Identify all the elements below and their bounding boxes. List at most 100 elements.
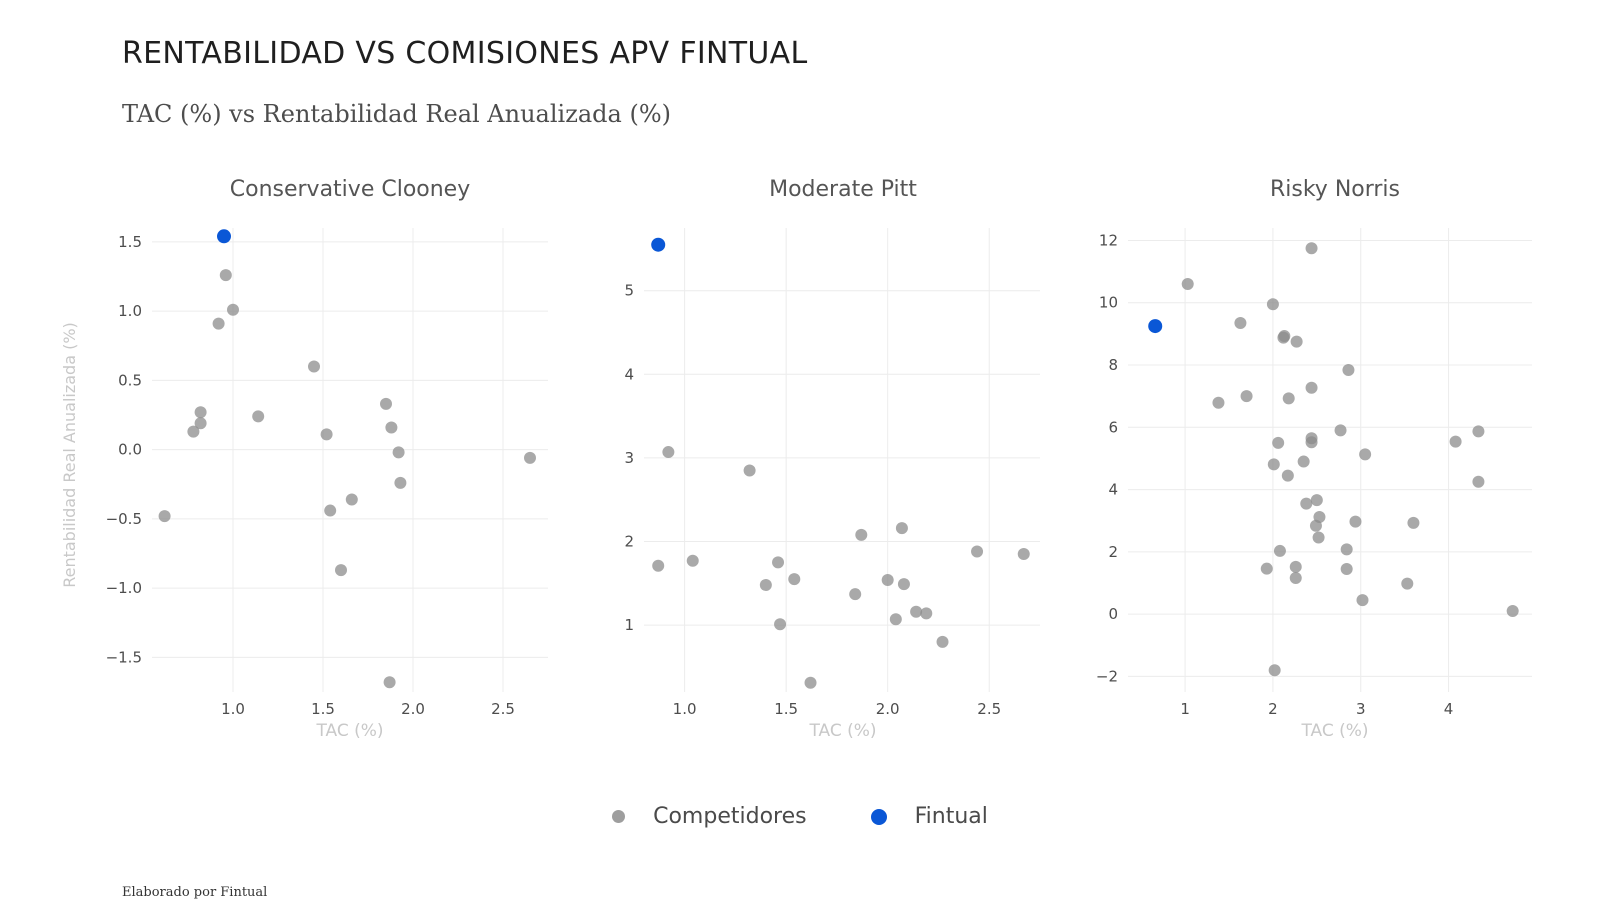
- legend-item-fintual[interactable]: Fintual: [870, 804, 988, 829]
- risky-norris-point-competidor: [1472, 475, 1485, 488]
- risky-norris-point-competidor: [1312, 531, 1325, 544]
- conservative-clooney-y-tick-label: −0.5: [106, 510, 142, 528]
- legend-marker-fintual: [870, 808, 887, 825]
- moderate-pitt-point-competidor: [920, 607, 933, 620]
- risky-norris-y-tick-label: 0: [1108, 605, 1118, 623]
- risky-norris-point-competidor: [1268, 664, 1281, 677]
- risky-norris-point-competidor: [1305, 381, 1318, 394]
- risky-norris-point-competidor: [1290, 335, 1303, 348]
- moderate-pitt-x-tick-label: 2.5: [977, 700, 1001, 718]
- conservative-clooney-point-competidor: [308, 360, 320, 373]
- moderate-pitt-point-competidor: [897, 578, 910, 591]
- risky-norris-y-tick-label: −2: [1096, 667, 1118, 685]
- moderate-pitt-panel-title: Moderate Pitt: [769, 177, 917, 202]
- conservative-clooney-point-competidor: [320, 428, 333, 441]
- moderate-pitt-x-tick-label: 1.0: [673, 700, 697, 718]
- moderate-pitt-point-competidor: [743, 464, 756, 477]
- conservative-clooney-point-competidor: [524, 451, 536, 464]
- moderate-pitt-point-competidor: [881, 573, 894, 586]
- conservative-clooney-x-tick-label: 1.5: [311, 700, 335, 718]
- risky-norris-y-tick-label: 10: [1099, 294, 1118, 312]
- moderate-pitt-point-competidor: [889, 613, 902, 626]
- risky-norris-point-competidor: [1289, 572, 1302, 585]
- legend-label-competidores: Competidores: [653, 804, 807, 829]
- risky-norris-point-competidor: [1310, 494, 1323, 507]
- moderate-pitt-point-competidor: [788, 573, 801, 586]
- legend-marker-competidores: [612, 810, 626, 823]
- risky-norris-point-competidor: [1359, 448, 1372, 461]
- risky-norris-y-tick-label: 4: [1108, 481, 1118, 499]
- conservative-clooney-point-competidor: [158, 510, 171, 523]
- risky-norris-point-competidor: [1334, 424, 1347, 437]
- risky-norris-point-competidor: [1234, 316, 1247, 329]
- moderate-pitt-x-axis-title: TAC (%): [808, 721, 876, 741]
- moderate-pitt-point-competidor: [652, 559, 665, 572]
- risky-norris-point-competidor: [1356, 594, 1369, 607]
- conservative-clooney-point-competidor: [212, 317, 225, 330]
- conservative-clooney-y-tick-label: −1.0: [106, 579, 142, 597]
- risky-norris-point-competidor: [1260, 562, 1273, 575]
- conservative-clooney-x-tick-label: 2.5: [491, 700, 515, 718]
- risky-norris-y-tick-label: 6: [1108, 418, 1118, 436]
- source-caption: Elaborado por Fintual: [122, 885, 268, 900]
- page-subtitle: TAC (%) vs Rentabilidad Real Anualizada …: [122, 100, 671, 128]
- risky-norris-point-competidor: [1349, 515, 1362, 528]
- risky-norris-x-tick-label: 4: [1444, 700, 1454, 718]
- risky-norris-panel-title: Risky Norris: [1270, 177, 1400, 202]
- risky-norris-point-competidor: [1267, 458, 1280, 471]
- risky-norris-point-competidor: [1340, 562, 1353, 575]
- risky-norris-x-tick-label: 3: [1356, 700, 1366, 718]
- moderate-pitt-point-competidor: [971, 545, 984, 558]
- risky-norris-x-tick-label: 1: [1180, 700, 1190, 718]
- conservative-clooney-point-competidor: [345, 493, 358, 506]
- legend-label-fintual: Fintual: [914, 804, 988, 829]
- conservative-clooney-x-tick-label: 2.0: [401, 700, 425, 718]
- moderate-pitt-point-fintual: [651, 237, 666, 252]
- conservative-clooney-point-competidor: [394, 476, 407, 489]
- conservative-clooney-point-competidor: [324, 504, 337, 517]
- risky-norris-point-competidor: [1289, 560, 1302, 573]
- moderate-pitt-point-competidor: [772, 556, 785, 569]
- risky-norris-point-competidor: [1181, 278, 1194, 291]
- risky-norris-point-competidor: [1472, 425, 1485, 438]
- risky-norris-point-competidor: [1297, 455, 1310, 468]
- conservative-clooney-point-competidor: [194, 406, 207, 419]
- moderate-pitt-point-competidor: [895, 522, 908, 535]
- conservative-clooney-point-competidor: [187, 425, 200, 438]
- risky-norris-point-competidor: [1281, 469, 1294, 482]
- conservative-clooney-y-axis-title: Rentabilidad Real Anualizada (%): [60, 322, 79, 588]
- risky-norris-point-competidor: [1240, 390, 1253, 403]
- conservative-clooney-panel-title: Conservative Clooney: [230, 177, 471, 202]
- risky-norris-point-competidor: [1305, 436, 1318, 449]
- risky-norris-point-competidor: [1401, 577, 1414, 590]
- moderate-pitt-point-competidor: [849, 588, 862, 601]
- moderate-pitt-point-competidor: [936, 635, 949, 648]
- moderate-pitt-point-competidor: [1017, 548, 1030, 561]
- moderate-pitt-point-competidor: [804, 676, 817, 689]
- risky-norris-point-competidor: [1266, 298, 1279, 311]
- legend: Competidores Fintual: [0, 804, 1600, 829]
- risky-norris-point-competidor: [1449, 435, 1462, 448]
- conservative-clooney-x-axis-title: TAC (%): [315, 721, 383, 741]
- conservative-clooney-point-competidor: [227, 303, 239, 316]
- conservative-clooney-point-competidor: [335, 564, 347, 577]
- risky-norris-point-fintual: [1148, 319, 1163, 334]
- risky-norris-point-competidor: [1272, 436, 1285, 449]
- conservative-clooney-point-fintual: [217, 229, 231, 244]
- risky-norris-point-competidor: [1506, 605, 1519, 618]
- conservative-clooney-y-tick-label: 1.0: [118, 302, 142, 320]
- risky-norris-point-competidor: [1273, 544, 1286, 557]
- conservative-clooney-y-tick-label: −1.5: [106, 648, 142, 666]
- moderate-pitt-y-tick-label: 4: [624, 365, 634, 383]
- risky-norris-point-competidor: [1282, 392, 1295, 405]
- risky-norris-point-competidor: [1407, 516, 1420, 529]
- conservative-clooney-y-tick-label: 1.5: [118, 233, 142, 251]
- risky-norris-point-competidor: [1305, 242, 1318, 255]
- legend-item-competidores[interactable]: Competidores: [612, 804, 807, 829]
- page-title: RENTABILIDAD VS COMISIONES APV FINTUAL: [122, 36, 808, 71]
- moderate-pitt-y-tick-label: 3: [624, 449, 634, 467]
- risky-norris-point-competidor: [1277, 331, 1290, 344]
- conservative-clooney-y-tick-label: 0.5: [118, 371, 142, 389]
- conservative-clooney-point-competidor: [392, 446, 405, 459]
